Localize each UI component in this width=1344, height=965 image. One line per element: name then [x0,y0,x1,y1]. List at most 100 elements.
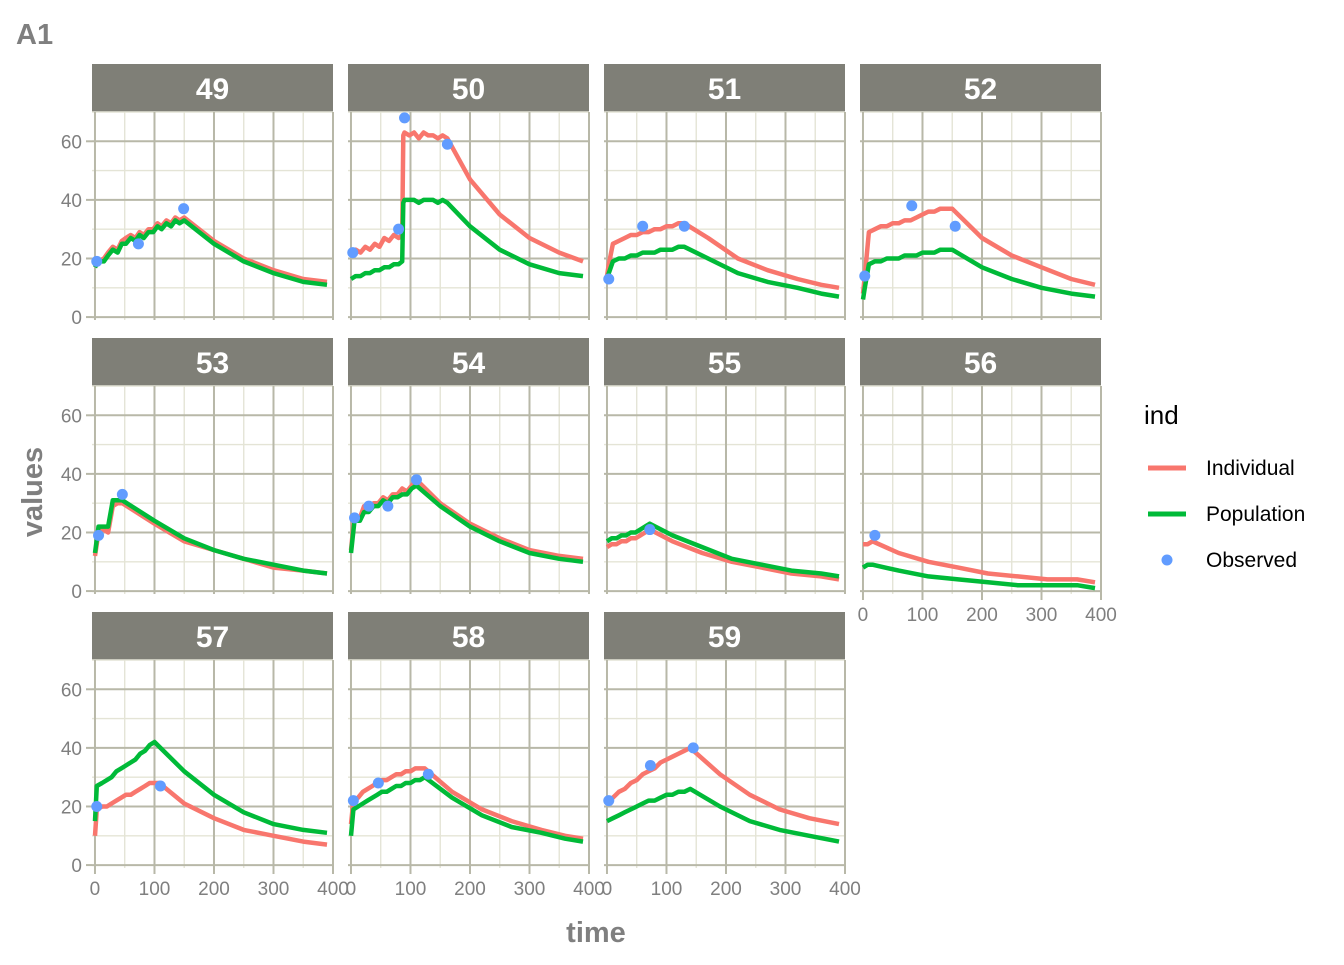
facet-strip-label: 58 [452,621,485,654]
legend: ind Individual Population Observed [1144,400,1305,572]
series-line-population [349,197,584,281]
observed-point [393,223,405,235]
observed-point [382,500,394,512]
x-tick-label: 400 [829,879,861,900]
legend-entry-observed: Observed [1161,549,1297,572]
facet-strip-label: 50 [452,73,485,106]
y-axis-title: values [17,447,49,537]
panel-background [348,112,589,320]
y-tick-label: 40 [61,739,82,760]
gridlines [604,659,846,868]
panel-background [92,112,333,320]
series-line-individual [92,215,328,285]
y-tick-label: 40 [61,191,82,212]
facet-panel-56: 56 0 100 200 300 400 [858,338,1117,626]
x-tick-label: 200 [710,879,742,900]
series-line-population [348,774,584,844]
observed-point [372,777,384,789]
y-tick-label: 60 [61,132,82,153]
series-line-population [92,498,328,576]
x-axis-title: time [566,917,626,949]
observed-point [678,220,690,232]
observed-point [154,780,166,792]
panel-background [604,386,845,594]
facet-strip-label: 57 [196,621,229,654]
y-tick-label: 0 [71,856,82,877]
x-tick-label: 200 [454,879,486,900]
facet-strip [604,612,845,660]
gridlines [860,111,1102,320]
observed-point [349,512,361,524]
gridlines [348,111,590,320]
x-tick-label: 300 [770,879,802,900]
facet-panel-53: 53 0 20 40 60 [61,338,334,603]
observed-point [687,742,699,754]
facet-panel-54: 54 [348,338,590,594]
series-line-population [92,218,328,288]
series-line-population [606,786,840,844]
observed-point [949,220,961,232]
facet-panel-58: 58 0 100 200 300 400 [346,612,605,900]
x-tick-label: 0 [90,879,101,900]
observed-point [644,759,656,771]
x-tick-label: 100 [907,605,939,626]
facet-panel-52: 52 [859,64,1102,320]
gridlines [604,111,846,320]
x-tick-label: 100 [395,879,427,900]
observed-point [178,203,190,215]
facet-strip-label: 59 [708,621,741,654]
x-tick-label: 200 [966,605,998,626]
y-tick-label: 0 [71,308,82,329]
facet-strip-label: 52 [964,73,997,106]
legend-key-point [1161,554,1173,566]
facet-panel-50: 50 [347,64,590,320]
observed-point [603,273,615,285]
observed-point [441,138,453,150]
y-tick-label: 40 [61,465,82,486]
series-line-individual [349,130,584,264]
observed-point [906,200,918,212]
facet-strip [92,338,333,386]
observed-point [116,488,128,500]
observed-point [399,112,411,124]
legend-entry-population: Population [1148,503,1305,526]
facet-strip [860,338,1101,386]
facet-strip-label: 49 [196,73,229,106]
facet-strip [860,64,1101,112]
legend-title: ind [1144,400,1179,430]
observed-point [859,270,871,282]
x-tick-label: 200 [198,879,230,900]
series-line-individual [863,539,1096,585]
series-line-individual [605,527,840,582]
legend-label: Observed [1206,549,1297,572]
facet-panel-59: 59 0 100 200 300 400 [602,612,861,900]
panel-background [604,112,845,320]
series-line-individual [348,766,584,841]
series-line-population [348,483,584,565]
facet-strip [92,64,333,112]
x-tick-label: 100 [651,879,683,900]
x-tick-label: 300 [258,879,290,900]
facet-panel-49: 49 0 20 40 60 [61,64,334,329]
panel-background [860,386,1101,594]
series-line-population [860,247,1096,300]
x-tick-label: 0 [858,605,869,626]
facet-strip-label: 56 [964,347,997,380]
series-line-individual [604,221,840,291]
y-tick-label: 0 [71,582,82,603]
observed-point [410,474,422,486]
facet-strip-label: 54 [452,347,486,380]
series-line-individual [92,780,328,847]
plot-tag: A1 [16,19,53,51]
x-tick-label: 400 [317,879,349,900]
panel-background [92,386,333,594]
observed-point [93,529,105,541]
series-line-population [604,244,840,299]
x-tick-label: 300 [1026,605,1058,626]
legend-label: Individual [1206,457,1295,480]
panel-background [860,112,1101,320]
observed-point [91,800,103,812]
y-tick-label: 20 [61,523,82,544]
facet-panel-57: 57 0 20 40 60 0 100 200 300 400 [61,612,349,900]
